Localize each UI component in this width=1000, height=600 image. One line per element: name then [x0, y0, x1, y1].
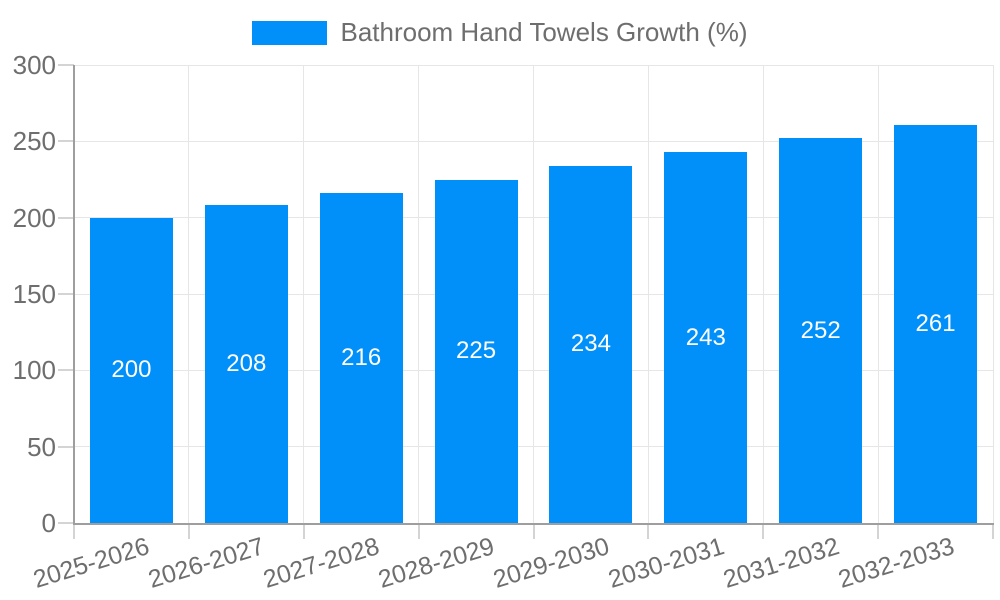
bar[interactable]	[779, 138, 863, 523]
x-axis-tick	[877, 523, 880, 539]
bar[interactable]	[89, 217, 173, 523]
grid-line-vertical	[647, 65, 649, 523]
y-axis-tick-label: 250	[12, 126, 56, 157]
x-axis-line	[73, 523, 994, 525]
y-axis-tick	[58, 369, 74, 372]
bar[interactable]	[549, 165, 633, 523]
x-axis-tick	[73, 523, 75, 539]
y-axis-tick-label: 100	[12, 355, 56, 386]
legend-item[interactable]: Bathroom Hand Towels Growth (%)	[0, 17, 1000, 48]
grid-line-vertical	[877, 65, 879, 523]
bar-value-label: 252	[800, 316, 841, 344]
bar-value-label: 200	[111, 356, 152, 384]
y-axis-tick	[58, 293, 74, 295]
grid-line-vertical	[303, 65, 305, 523]
x-axis-tick	[417, 523, 420, 539]
x-axis-tick	[992, 523, 994, 539]
bar-value-label: 216	[341, 344, 382, 372]
bar[interactable]	[204, 205, 288, 523]
grid-line-vertical	[762, 65, 764, 523]
y-axis-line	[73, 65, 75, 525]
y-axis-tick	[58, 64, 74, 66]
bar-value-label: 234	[570, 330, 611, 358]
x-axis-tick	[532, 523, 535, 539]
y-axis-tick-label: 150	[12, 279, 56, 309]
y-axis-tick	[58, 445, 74, 448]
grid-line-vertical	[533, 65, 534, 523]
x-axis-tick	[762, 523, 765, 539]
grid-line-vertical	[992, 65, 994, 523]
y-axis-tick	[58, 216, 74, 219]
x-axis-tick	[187, 523, 190, 539]
bar-value-label: 261	[915, 309, 956, 337]
bar[interactable]	[664, 152, 748, 523]
bar[interactable]	[319, 193, 403, 523]
grid-line-vertical	[188, 65, 190, 523]
grid-line-vertical	[418, 65, 420, 523]
y-axis-tick-label: 200	[12, 202, 56, 233]
y-axis-tick-label: 300	[12, 50, 56, 80]
bar[interactable]	[434, 179, 518, 523]
bar-value-label: 208	[226, 350, 267, 378]
legend-label: Bathroom Hand Towels Growth (%)	[340, 17, 748, 47]
y-axis-tick	[58, 522, 74, 524]
x-axis-tick	[302, 523, 305, 539]
y-axis-tick-label: 0	[41, 508, 56, 538]
legend-swatch	[252, 20, 328, 45]
x-axis-tick	[647, 523, 650, 539]
bar-value-label: 225	[456, 337, 497, 365]
bar[interactable]	[894, 124, 978, 523]
y-axis-tick	[58, 140, 74, 143]
bar-value-label: 243	[685, 323, 726, 351]
y-axis-tick-label: 50	[27, 431, 56, 462]
